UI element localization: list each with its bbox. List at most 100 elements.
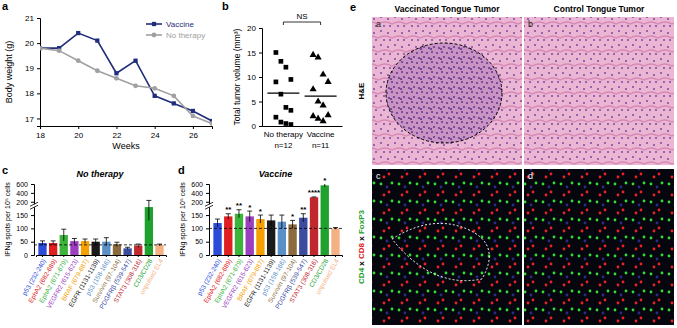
panel-label: e (350, 1, 356, 13)
tick: No therapy (264, 126, 303, 139)
tick-label: 150 (16, 212, 28, 219)
marker (133, 83, 138, 88)
plot-area (40, 31, 212, 126)
tick-mark (31, 228, 34, 229)
tick: 0 (199, 252, 209, 259)
tick: 21 (25, 14, 40, 23)
cell-label: b (528, 19, 533, 29)
column-header: Control Tongue Tumor (554, 4, 645, 14)
tick: 100 (16, 225, 34, 232)
row-label: CD4 x CD8 x FoxP3 (357, 210, 366, 284)
point (315, 97, 322, 103)
bar (256, 219, 264, 255)
y-axis: 05101520 (247, 24, 262, 131)
tick-label: 600 (16, 181, 28, 188)
tick-mark (159, 255, 160, 257)
tick-mark (106, 255, 107, 257)
tick-label: No therapy (264, 130, 303, 139)
panel-label: b (222, 0, 229, 12)
tick-mark (193, 126, 194, 129)
marker (210, 121, 212, 126)
tick-mark (31, 215, 34, 216)
tick-mark (259, 126, 262, 127)
axis-line (41, 127, 213, 130)
point (279, 120, 284, 125)
cell-label: d (528, 171, 533, 181)
tick-mark (148, 255, 149, 257)
tick-label: 18 (36, 131, 45, 140)
significance-label: ** (300, 205, 307, 214)
reference-line (209, 228, 342, 229)
tick-label: 15 (247, 49, 256, 58)
significance-label: ** (236, 201, 243, 210)
tick-mark (155, 126, 156, 129)
tick-label: unpulsed EL4 (138, 257, 165, 296)
row-label-part: x (357, 234, 366, 243)
y-axis-title: IFNg spots per 10⁵ cells (179, 182, 187, 257)
tick: 19 (25, 64, 40, 73)
cell-label: a (376, 19, 381, 29)
bar (299, 218, 307, 255)
tick-label: 10 (247, 73, 256, 82)
plot-area (209, 184, 342, 255)
tick-mark (127, 255, 128, 257)
tick-mark (259, 53, 262, 54)
tick-mark (31, 202, 34, 203)
column-header: Vaccinated Tongue Tumor (394, 4, 500, 14)
tick-mark (31, 242, 34, 243)
row-label-part: FoxP3 (357, 210, 366, 235)
tick: 22 (112, 126, 121, 140)
tick-mark (228, 255, 229, 257)
marker (191, 109, 195, 113)
point (310, 112, 317, 118)
tick: 20 (74, 126, 83, 140)
marker (153, 94, 157, 98)
marker (172, 101, 176, 105)
error-bar (247, 211, 252, 222)
point (320, 70, 327, 76)
tick: Vaccine (307, 126, 335, 139)
bar (321, 185, 329, 255)
tick-mark (324, 255, 325, 257)
tick-label: 0 (252, 122, 257, 131)
error-bar (269, 215, 274, 226)
marker (114, 76, 119, 81)
marker (114, 71, 118, 75)
reference-line (34, 244, 166, 245)
error-bar (93, 239, 98, 244)
point (320, 101, 327, 107)
tick: 150 (16, 212, 34, 219)
tick: 600 (191, 181, 209, 188)
x-axis: 18 20 22 24 26 (36, 126, 212, 140)
row-label-part: x (357, 259, 366, 268)
micrograph (372, 169, 522, 325)
tick-mark (259, 28, 262, 29)
error-bar (301, 214, 306, 222)
tick: 400 (16, 190, 34, 197)
bar (288, 224, 296, 255)
tick-label: 5 (252, 98, 257, 107)
point (289, 108, 294, 113)
bar (155, 245, 163, 255)
point (274, 115, 279, 120)
tick-label: Vaccine (307, 130, 335, 139)
tick-mark (206, 193, 209, 194)
tick: 0 (24, 252, 34, 259)
axis-break (30, 205, 38, 209)
legend-swatch (152, 33, 157, 38)
tick-label: 24 (151, 131, 160, 140)
tick-mark (206, 228, 209, 229)
row-label-part: H&E (357, 82, 366, 100)
point (310, 85, 317, 91)
micrograph (372, 17, 522, 165)
tick: 26 (189, 126, 198, 140)
tick-mark (85, 255, 86, 257)
tick-label: 0 (24, 252, 28, 259)
error-bar (258, 215, 263, 223)
tick-mark (95, 255, 96, 257)
tick-mark (37, 118, 40, 119)
error-bar (114, 242, 119, 246)
marker (40, 46, 42, 51)
annotation: NS (296, 12, 307, 21)
x-axis: No therapy Vaccine (263, 126, 343, 139)
